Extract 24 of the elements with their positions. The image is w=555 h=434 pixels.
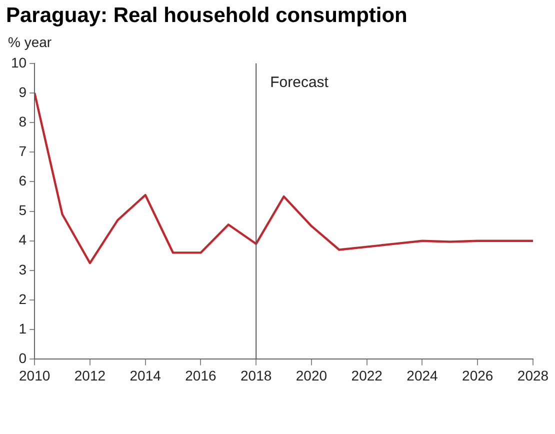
x-tick-label: 2026 xyxy=(462,367,494,384)
x-tick-label: 2016 xyxy=(185,367,216,384)
chart-title: Paraguay: Real household consumption xyxy=(6,4,408,28)
y-tick-label: 4 xyxy=(18,232,27,248)
y-axis-title: % year xyxy=(8,34,52,50)
y-tick-label: 10 xyxy=(10,54,27,70)
x-tick-label: 2028 xyxy=(517,367,549,384)
x-tick-label: 2018 xyxy=(240,367,272,384)
y-tick-label: 3 xyxy=(18,261,27,278)
x-tick-label: 2020 xyxy=(296,367,328,384)
y-tick-label: 2 xyxy=(18,290,27,307)
x-tick-label: 2012 xyxy=(74,367,106,384)
y-tick-label: 0 xyxy=(18,350,27,366)
y-tick-label: 7 xyxy=(18,143,27,159)
x-tick-label: 2010 xyxy=(18,367,50,384)
ref-line-label: Forecast xyxy=(270,74,330,92)
y-tick-label: 5 xyxy=(18,202,27,218)
x-tick-label: 2014 xyxy=(130,367,162,384)
x-tick-label: 2024 xyxy=(406,367,438,384)
y-tick-label: 1 xyxy=(18,320,27,336)
y-tick-label: 9 xyxy=(18,84,27,100)
y-tick-label: 6 xyxy=(18,172,27,189)
x-tick-label: 2022 xyxy=(351,367,383,384)
y-tick-label: 8 xyxy=(18,113,27,130)
